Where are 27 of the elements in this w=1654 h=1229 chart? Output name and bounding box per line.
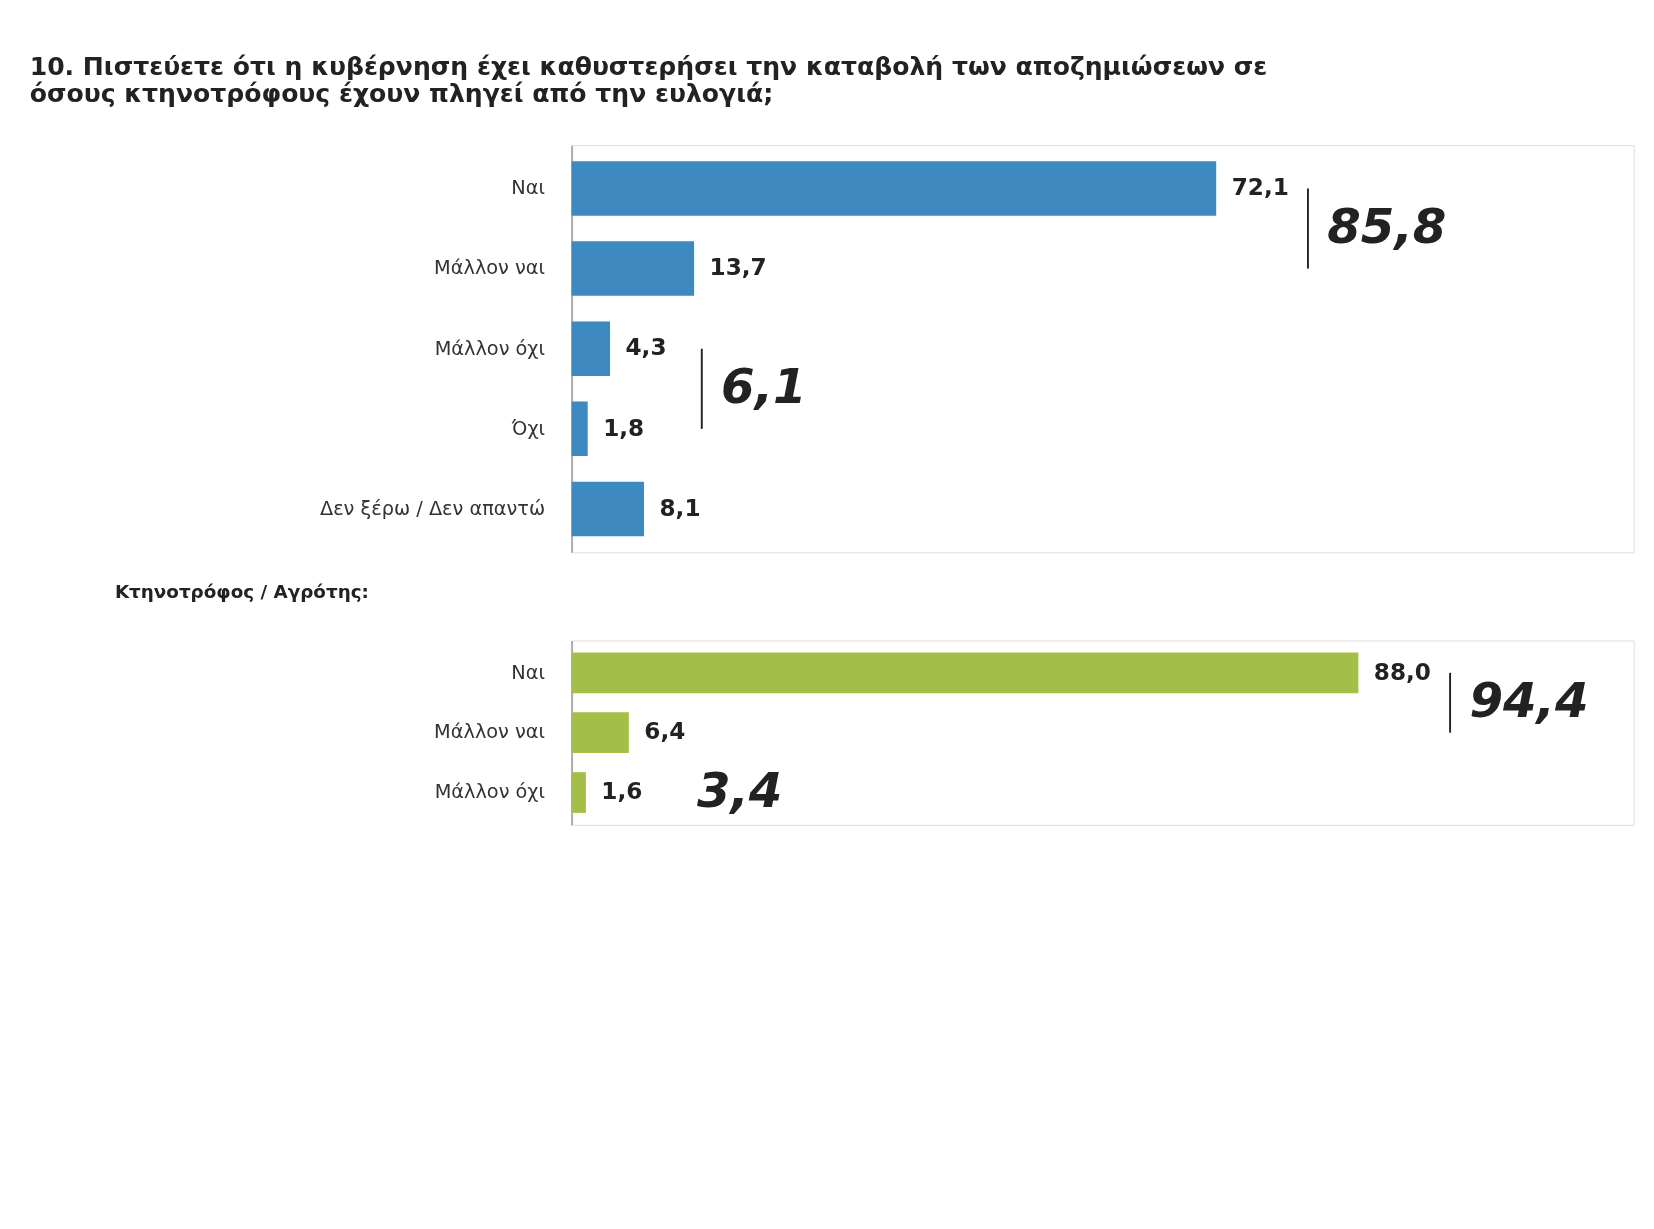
chart-title: 10. Πιστεύετε ότι η κυβέρνηση έχει καθυστερήσει την καταβολή των αποζημιώσεων σε όσους κτηνοτρόφους έχουν πληγεί από την ευλογιά;	[29, 51, 1268, 108]
data-label: 72,1	[1231, 173, 1289, 201]
data-label: 8,1	[659, 493, 701, 521]
data-label: 1,8	[603, 413, 645, 441]
text: Κτηνοτρόφος / Αγρότης:	[114, 581, 369, 603]
bar	[571, 321, 611, 376]
y-tick-label: Δεν ξέρω / Δεν απαντώ	[319, 496, 546, 520]
y-tick-label: Όχι	[510, 416, 546, 440]
annotation: 85,8	[1327, 197, 1447, 254]
data-label: 88,0	[1373, 657, 1431, 685]
annotation: 94,4	[1469, 672, 1589, 729]
bar	[571, 401, 588, 457]
y-tick-label: Μάλλον όχι	[434, 336, 546, 360]
bar	[571, 241, 695, 296]
data-label: 4,3	[625, 333, 667, 361]
y-tick-label: Ναι	[511, 660, 546, 684]
annotation: 6,1	[721, 358, 807, 415]
y-tick-label: Μάλλον όχι	[434, 780, 546, 804]
bar	[571, 481, 645, 537]
y-tick-label: Ναι	[511, 176, 546, 200]
y-tick-label: Μάλλον ναι	[434, 720, 546, 744]
data-label: 13,7	[709, 253, 767, 281]
bar	[571, 161, 1217, 216]
y-tick-label: Μάλλον ναι	[434, 256, 546, 280]
annotation: 3,4	[696, 762, 783, 819]
data-label: 6,4	[644, 717, 686, 745]
data-label: 1,6	[601, 777, 643, 805]
